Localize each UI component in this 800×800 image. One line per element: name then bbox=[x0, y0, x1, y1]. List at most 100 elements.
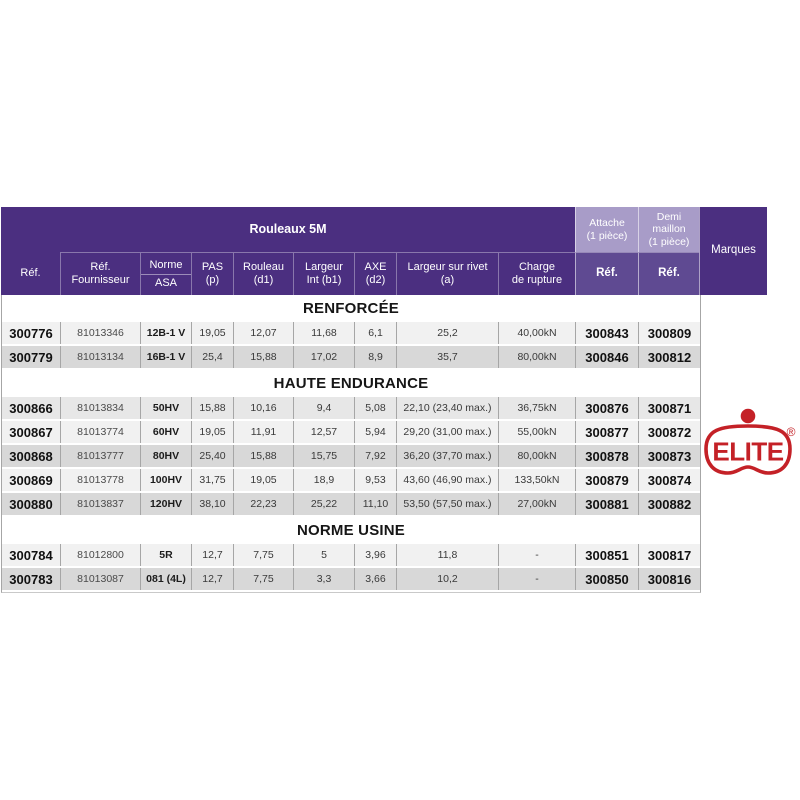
section-title-haute-endurance: HAUTE ENDURANCE bbox=[2, 370, 700, 397]
cell-largeur_sur_rivet_a: 53,50 (57,50 max.) bbox=[397, 493, 499, 515]
cell-norme_asa: 5R bbox=[141, 544, 192, 566]
cell-norme_asa: 120HV bbox=[141, 493, 192, 515]
table-row: 300868 81013777 80HV 25,40 15,88 15,75 7,92 36,… bbox=[2, 445, 700, 469]
cell-charge_rupture: 27,00kN bbox=[499, 493, 576, 515]
cell-ref_fournisseur: 81013346 bbox=[61, 322, 141, 344]
col-header-ref-fournisseur-line1: Réf. bbox=[90, 261, 111, 274]
table-row: 300880 81013837 120HV 38,10 22,23 25,22 11,10 5… bbox=[2, 493, 700, 517]
cell-charge_rupture: 55,00kN bbox=[499, 421, 576, 443]
cell-axe_d2: 6,1 bbox=[355, 322, 397, 344]
section-title-norme-usine: NORME USINE bbox=[2, 517, 700, 544]
cell-ref: 300866 bbox=[2, 397, 61, 419]
col-header-ref-attache-label: Réf. bbox=[596, 267, 618, 280]
cell-ref: 300868 bbox=[2, 445, 61, 467]
col-header-pas: PAS (p) bbox=[191, 252, 233, 295]
cell-ref_demi_maillon: 300809 bbox=[647, 325, 692, 341]
elite-logo-dot-icon bbox=[740, 408, 756, 424]
col-header-rouleau-d1: Rouleau (d1) bbox=[233, 252, 293, 295]
col-header-ref-fournisseur: Réf. Fournisseur bbox=[60, 252, 140, 295]
col-header-ref-attache: Réf. bbox=[575, 252, 638, 295]
cell-ref_attache: 300843 bbox=[576, 322, 639, 344]
cell-ref: 300869 bbox=[2, 469, 61, 491]
cell-largeur_int_b1: 12,57 bbox=[294, 421, 355, 443]
cell-pas_p: 19,05 bbox=[192, 322, 234, 344]
table-row: 300867 81013774 60HV 19,05 11,91 12,57 5,94 29,… bbox=[2, 421, 700, 445]
cell-ref_attache: 300851 bbox=[576, 544, 639, 566]
cell-charge_rupture: 133,50kN bbox=[499, 469, 576, 491]
cell-ref_attache: 300878 bbox=[576, 445, 639, 467]
header-rouleaux-5m: Rouleaux 5M bbox=[1, 207, 575, 252]
section-rows-haute-endurance: 300866 81013834 50HV 15,88 10,16 9,4 5,08 22,10… bbox=[2, 397, 700, 517]
col-header-axe-line2: (d2) bbox=[365, 274, 386, 286]
cell-largeur_sur_rivet_a: 36,20 (37,70 max.) bbox=[397, 445, 499, 467]
elite-logo-text: ELITE bbox=[712, 437, 783, 467]
table-row: 300776 81013346 12B-1 V 19,05 12,07 11,68 6,1 2… bbox=[2, 322, 700, 346]
cell-largeur_sur_rivet_a: 35,7 bbox=[397, 346, 499, 368]
cell-ref_demi_maillon: 300816 bbox=[647, 571, 692, 587]
cell-pas_p: 25,40 bbox=[192, 445, 234, 467]
col-header-rivet-line2: (a) bbox=[440, 274, 455, 286]
col-header-pas-line2: (p) bbox=[205, 274, 220, 286]
cell-ref_fournisseur: 81013837 bbox=[61, 493, 141, 515]
cell-pas_p: 12,7 bbox=[192, 568, 234, 590]
table-row: 300869 81013778 100HV 31,75 19,05 18,9 9,53 43,… bbox=[2, 469, 700, 493]
cell-norme_asa: 16B-1 V bbox=[141, 346, 192, 368]
cell-ref_demi_maillon: 300812 bbox=[647, 349, 692, 365]
cell-largeur_int_b1: 11,68 bbox=[294, 322, 355, 344]
cell-pas_p: 15,88 bbox=[192, 397, 234, 419]
cell-ref_demi_maillon: 300873 bbox=[647, 448, 692, 464]
cell-axe_d2: 11,10 bbox=[355, 493, 397, 515]
cell-pas_p: 12,7 bbox=[192, 544, 234, 566]
col-header-norme-asa: Norme ASA bbox=[140, 252, 191, 295]
cell-norme_asa: 081 (4L) bbox=[141, 568, 192, 590]
cell-pas_p: 38,10 bbox=[192, 493, 234, 515]
col-header-axe-d2: AXE (d2) bbox=[354, 252, 396, 295]
cell-ref_fournisseur: 81013777 bbox=[61, 445, 141, 467]
registered-trademark-icon: ® bbox=[787, 425, 796, 439]
col-header-rouleau-line1: Rouleau bbox=[243, 261, 284, 274]
cell-charge_rupture: 36,75kN bbox=[499, 397, 576, 419]
cell-rouleau_d1: 10,16 bbox=[234, 397, 294, 419]
table-row: 300866 81013834 50HV 15,88 10,16 9,4 5,08 22,10… bbox=[2, 397, 700, 421]
header-attache-sub: (1 pièce) bbox=[586, 229, 628, 242]
table-header: Rouleaux 5M Attache (1 pièce) Demi maill… bbox=[1, 207, 767, 295]
col-header-charge-line2: de rupture bbox=[511, 274, 563, 286]
cell-ref: 300783 bbox=[2, 568, 61, 590]
cell-ref_fournisseur: 81013087 bbox=[61, 568, 141, 590]
cell-rouleau_d1: 11,91 bbox=[234, 421, 294, 443]
cell-axe_d2: 8,9 bbox=[355, 346, 397, 368]
cell-ref_attache: 300877 bbox=[576, 421, 639, 443]
col-header-ref: Réf. bbox=[1, 252, 60, 295]
col-header-norme: Norme bbox=[141, 256, 191, 275]
cell-ref_attache: 300881 bbox=[576, 493, 639, 515]
cell-largeur_int_b1: 25,22 bbox=[294, 493, 355, 515]
header-demi-maillon: Demi maillon (1 pièce) bbox=[638, 207, 699, 252]
cell-ref: 300779 bbox=[2, 346, 61, 368]
cell-ref: 300867 bbox=[2, 421, 61, 443]
table-row: 300779 81013134 16B-1 V 25,4 15,88 17,02 8,9 35… bbox=[2, 346, 700, 370]
cell-rouleau_d1: 19,05 bbox=[234, 469, 294, 491]
cell-largeur_int_b1: 3,3 bbox=[294, 568, 355, 590]
cell-pas_p: 19,05 bbox=[192, 421, 234, 443]
cell-ref_attache: 300846 bbox=[576, 346, 639, 368]
cell-ref_demi_maillon: 300874 bbox=[647, 472, 692, 488]
cell-ref: 300784 bbox=[2, 544, 61, 566]
cell-ref_demi_maillon: 300817 bbox=[647, 547, 692, 563]
cell-charge_rupture: 80,00kN bbox=[499, 445, 576, 467]
cell-charge_rupture: 80,00kN bbox=[499, 346, 576, 368]
section-rows-renforcee: 300776 81013346 12B-1 V 19,05 12,07 11,68 6,1 2… bbox=[2, 322, 700, 370]
col-header-ref-fournisseur-line2: Fournisseur bbox=[71, 274, 130, 286]
cell-ref_attache: 300879 bbox=[576, 469, 639, 491]
cell-largeur_sur_rivet_a: 29,20 (31,00 max.) bbox=[397, 421, 499, 443]
col-header-largeur-line1: Largeur bbox=[305, 261, 343, 274]
cell-ref_attache: 300876 bbox=[576, 397, 639, 419]
cell-norme_asa: 100HV bbox=[141, 469, 192, 491]
cell-charge_rupture: - bbox=[499, 568, 576, 590]
cell-axe_d2: 3,96 bbox=[355, 544, 397, 566]
cell-pas_p: 25,4 bbox=[192, 346, 234, 368]
col-header-pas-line1: PAS bbox=[201, 261, 224, 274]
col-header-charge-rupture: Charge de rupture bbox=[498, 252, 575, 295]
cell-rouleau_d1: 15,88 bbox=[234, 346, 294, 368]
section-title-renforcee: RENFORCÉE bbox=[2, 295, 700, 322]
cell-ref: 300776 bbox=[2, 322, 61, 344]
